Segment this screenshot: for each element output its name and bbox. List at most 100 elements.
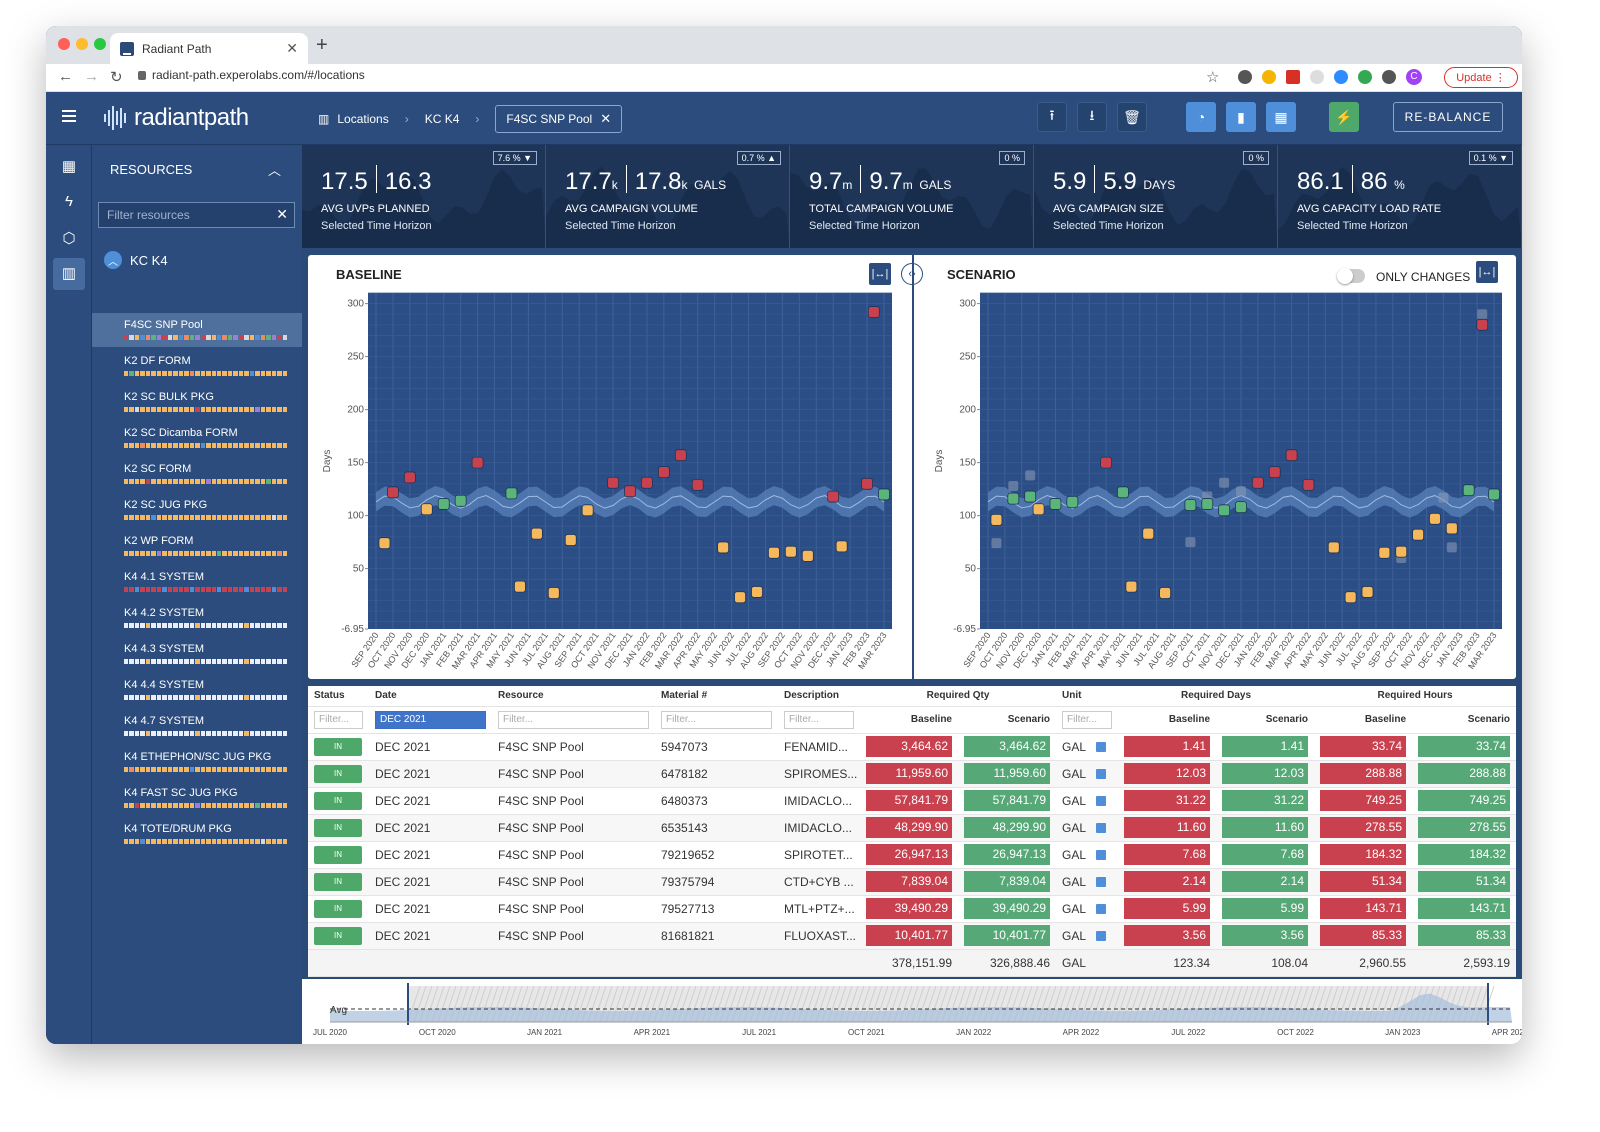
browser-tab[interactable]: Radiant Path ✕ — [110, 33, 308, 64]
kpi-delta-badge[interactable]: 0 % — [1243, 151, 1269, 165]
data-point[interactable] — [1235, 501, 1247, 514]
status-filter[interactable]: Filter... — [314, 710, 363, 729]
qty-baseline-value[interactable]: 3,464.62 — [866, 736, 952, 757]
data-point[interactable] — [403, 471, 416, 484]
data-point[interactable] — [420, 503, 433, 516]
data-point[interactable] — [581, 504, 594, 517]
zoom-icon[interactable] — [1334, 70, 1348, 84]
grid-icon[interactable] — [1096, 795, 1107, 806]
date-filter[interactable]: DEC 2021 — [375, 710, 486, 729]
col-description[interactable]: Description — [778, 686, 860, 707]
status-badge[interactable]: IN — [314, 764, 362, 783]
reload-icon[interactable]: ↻ — [110, 69, 123, 86]
qty-baseline-value[interactable]: 57,841.79 — [866, 790, 952, 811]
data-point[interactable] — [674, 449, 687, 462]
description-filter[interactable]: Filter... — [784, 710, 854, 729]
data-point[interactable] — [1251, 476, 1264, 489]
data-point[interactable] — [867, 306, 880, 318]
data-point[interactable] — [784, 545, 797, 558]
collapse-icon[interactable]: ︿ — [104, 251, 122, 269]
hours-scenario-value[interactable]: 288.88 — [1418, 763, 1511, 784]
data-point[interactable] — [734, 591, 746, 604]
table-row[interactable]: IN DEC 2021 F4SC SNP Pool 79219652 SPIROTET.… — [308, 841, 1517, 869]
grid-icon[interactable] — [1096, 930, 1107, 941]
data-point[interactable] — [1024, 490, 1037, 503]
data-point[interactable] — [1445, 522, 1458, 535]
table-row[interactable]: IN DEC 2021 F4SC SNP Pool 79527713 MTL+PTZ+.… — [308, 895, 1517, 923]
resource-chip[interactable]: F4SC SNP Pool ✕ — [495, 105, 623, 133]
hours-baseline-value[interactable]: 85.33 — [1320, 925, 1407, 946]
hours-scenario-value[interactable]: 278.55 — [1418, 817, 1511, 838]
gauge-view-button[interactable]: ◔ — [1186, 102, 1216, 132]
data-point[interactable] — [471, 456, 484, 469]
chevron-up-icon[interactable]: ︿ — [268, 163, 282, 178]
data-point[interactable] — [1476, 318, 1489, 331]
data-point[interactable] — [1327, 541, 1340, 554]
fit-width-icon[interactable]: |↔| — [1476, 261, 1498, 283]
data-point[interactable] — [1429, 512, 1441, 525]
qty-baseline-value[interactable]: 10,401.77 — [866, 925, 952, 946]
qty-scenario-value[interactable]: 26,947.13 — [964, 844, 1051, 865]
days-scenario-value[interactable]: 12.03 — [1222, 763, 1309, 784]
data-point[interactable] — [1142, 527, 1155, 540]
data-point[interactable] — [827, 490, 840, 503]
days-scenario-value[interactable]: 31.22 — [1222, 790, 1309, 811]
col-resource[interactable]: Resource — [492, 686, 655, 707]
table-row[interactable]: IN DEC 2021 F4SC SNP Pool 6478182 SPIROMES..… — [308, 760, 1517, 788]
kpi-delta-badge[interactable]: 0 % — [999, 151, 1025, 165]
table-view-button[interactable]: ▦ — [1266, 102, 1296, 132]
data-point[interactable] — [530, 527, 543, 540]
forward-icon[interactable]: → — [84, 68, 99, 85]
status-badge[interactable]: IN — [314, 818, 362, 837]
dashboard-icon[interactable]: ▦ — [61, 158, 77, 175]
rebalance-button[interactable]: RE-BALANCE — [1393, 102, 1503, 132]
hours-baseline-header[interactable]: Baseline — [1314, 706, 1413, 734]
data-point[interactable] — [1100, 456, 1112, 469]
lightning-icon[interactable]: ϟ — [65, 193, 73, 210]
resource-item[interactable]: K4 4.2 SYSTEM — [92, 601, 302, 635]
download-button[interactable]: ⭳ — [1077, 102, 1107, 132]
data-point[interactable] — [1361, 586, 1374, 598]
drive-icon[interactable] — [1262, 70, 1276, 84]
resource-filter[interactable]: Filter... — [498, 710, 649, 729]
qty-baseline-header[interactable]: Baseline — [860, 706, 958, 734]
data-point[interactable] — [1049, 498, 1062, 510]
chrome-icon[interactable] — [1358, 70, 1372, 84]
hours-scenario-value[interactable]: 33.74 — [1418, 736, 1511, 757]
clear-filter-icon[interactable]: ✕ — [276, 206, 288, 222]
status-badge[interactable]: IN — [314, 899, 362, 918]
group-kc-k4[interactable]: ︿ KC K4 — [104, 251, 168, 269]
qty-scenario-value[interactable]: 10,401.77 — [964, 925, 1051, 946]
data-point[interactable] — [878, 488, 890, 501]
cube-icon[interactable]: ⬡ — [62, 230, 76, 247]
minimize-window-dot[interactable] — [76, 38, 88, 50]
table-row[interactable]: IN DEC 2021 F4SC SNP Pool 5947073 FENAMID...… — [308, 733, 1517, 761]
data-point[interactable] — [624, 485, 636, 498]
data-point[interactable] — [437, 498, 450, 510]
col-material[interactable]: Material # — [655, 686, 778, 707]
qty-baseline-value[interactable]: 26,947.13 — [866, 844, 952, 865]
grid-icon[interactable] — [1096, 849, 1107, 860]
data-point[interactable] — [801, 550, 814, 562]
avatar[interactable]: C — [1406, 69, 1422, 85]
tab-close-icon[interactable]: ✕ — [286, 40, 298, 56]
table-row[interactable]: IN DEC 2021 F4SC SNP Pool 79375794 CTD+CYB .… — [308, 868, 1517, 896]
col-date[interactable]: Date — [369, 686, 492, 707]
hours-baseline-value[interactable]: 749.25 — [1320, 790, 1407, 811]
resource-item[interactable]: K4 4.7 SYSTEM — [92, 709, 302, 743]
resource-item[interactable]: K2 SC Dicamba FORM — [92, 421, 302, 455]
data-point[interactable] — [691, 478, 704, 491]
kpi-delta-badge[interactable]: 0.7 % ▲ — [736, 151, 781, 165]
status-badge[interactable]: IN — [314, 872, 362, 891]
qty-scenario-value[interactable]: 11,959.60 — [964, 763, 1051, 784]
unit-filter[interactable]: Filter... — [1062, 710, 1113, 729]
breadcrumb-locations[interactable]: Locations — [337, 112, 389, 126]
qty-scenario-value[interactable]: 7,839.04 — [964, 871, 1051, 892]
col-unit[interactable]: Unit — [1056, 686, 1119, 707]
resource-item[interactable]: K4 FAST SC JUG PKG — [92, 781, 302, 815]
data-point[interactable] — [1125, 580, 1138, 593]
days-scenario-value[interactable]: 1.41 — [1222, 736, 1309, 757]
kpi-delta-badge[interactable]: 0.1 % ▼ — [1468, 151, 1513, 165]
qty-scenario-header[interactable]: Scenario — [958, 706, 1057, 734]
